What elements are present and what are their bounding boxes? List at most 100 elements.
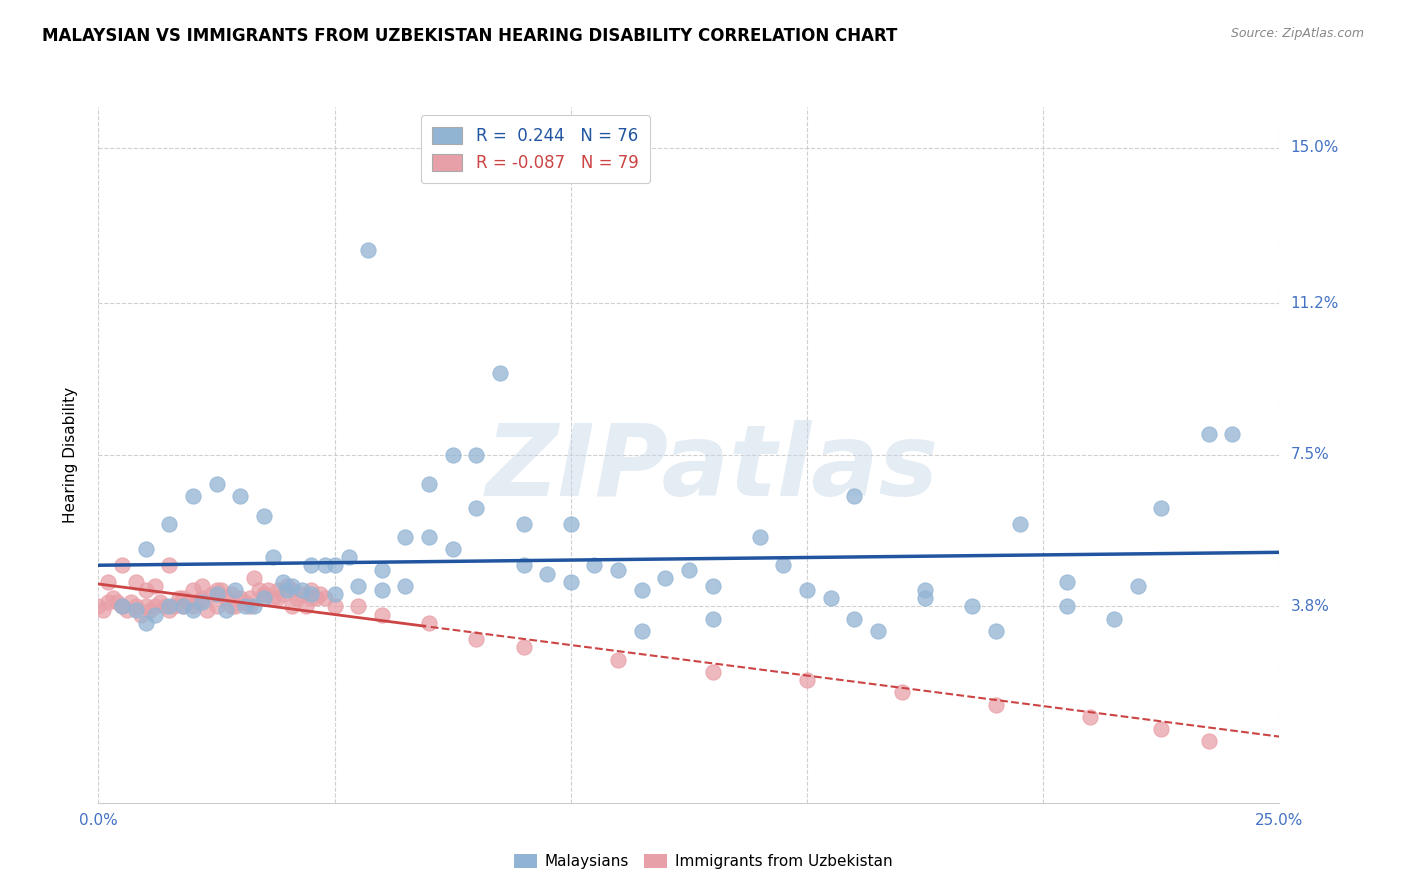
Point [536,566,558,581]
Point [489,366,512,380]
Point [323,599,346,614]
Point [418,615,440,630]
Point [371,562,394,576]
Point [314,558,336,573]
Point [172,599,194,614]
Point [243,571,266,585]
Point [205,587,228,601]
Point [201,587,224,601]
Point [962,599,984,614]
Point [115,603,138,617]
Point [172,599,194,614]
Point [157,517,180,532]
Point [219,599,242,614]
Point [253,591,276,606]
Point [607,562,630,576]
Point [215,603,238,617]
Point [257,582,280,597]
Point [157,558,180,573]
Point [1150,501,1173,516]
Point [111,599,134,614]
Legend: R =  0.244   N = 76, R = -0.087   N = 79: R = 0.244 N = 76, R = -0.087 N = 79 [420,115,650,184]
Point [121,595,143,609]
Point [195,603,218,617]
Point [191,579,214,593]
Point [209,582,232,597]
Legend: Malaysians, Immigrants from Uzbekistan: Malaysians, Immigrants from Uzbekistan [508,848,898,875]
Point [281,599,304,614]
Point [1102,612,1125,626]
Point [205,476,228,491]
Point [97,574,120,589]
Point [347,579,370,593]
Point [1198,734,1220,748]
Point [630,582,652,597]
Point [205,582,228,597]
Point [153,599,176,614]
Point [276,579,298,593]
Point [97,595,120,609]
Point [866,624,889,638]
Point [262,591,284,606]
Point [172,591,194,606]
Text: Source: ZipAtlas.com: Source: ZipAtlas.com [1230,27,1364,40]
Point [844,612,866,626]
Point [181,599,204,614]
Point [560,574,582,589]
Point [772,558,794,573]
Point [135,615,157,630]
Point [299,558,322,573]
Point [914,591,936,606]
Text: 7.5%: 7.5% [1291,448,1329,462]
Point [465,448,488,462]
Point [418,530,440,544]
Point [702,665,724,679]
Point [157,599,180,614]
Point [299,582,322,597]
Point [253,587,276,601]
Point [347,599,370,614]
Point [371,607,394,622]
Point [191,591,214,606]
Point [441,542,464,557]
Point [271,574,294,589]
Point [271,587,294,601]
Point [1056,574,1078,589]
Point [323,587,346,601]
Point [239,599,262,614]
Point [157,603,180,617]
Point [512,517,534,532]
Point [337,550,360,565]
Point [229,591,252,606]
Point [299,591,322,606]
Point [181,603,204,617]
Point [323,558,346,573]
Point [143,579,166,593]
Point [465,632,488,646]
Point [167,591,190,606]
Point [143,607,166,622]
Point [247,582,270,597]
Point [87,599,110,614]
Point [418,476,440,491]
Point [914,582,936,597]
Point [890,685,912,699]
Point [267,591,290,606]
Point [143,599,166,614]
Point [215,591,238,606]
Point [309,587,332,601]
Point [560,517,582,532]
Y-axis label: Hearing Disability: Hearing Disability [63,387,77,523]
Point [135,582,157,597]
Point [101,591,124,606]
Point [149,595,172,609]
Point [253,587,276,601]
Point [299,587,322,601]
Point [129,607,152,622]
Point [187,595,209,609]
Point [1220,427,1243,442]
Point [984,698,1007,712]
Point [290,587,312,601]
Point [1080,710,1102,724]
Point [314,591,336,606]
